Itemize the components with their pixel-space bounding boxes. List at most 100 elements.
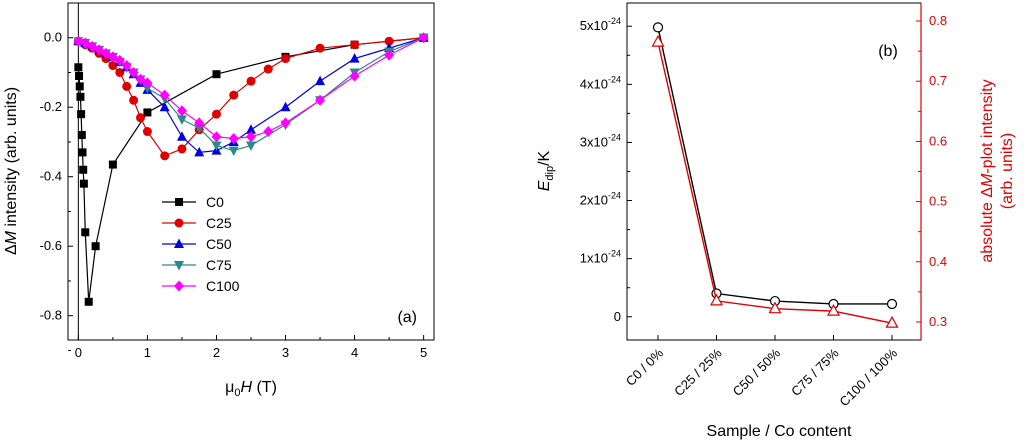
panel-a-xtick-label: 4 bbox=[351, 345, 358, 360]
panel-b-xlabel: Sample / Co content bbox=[707, 423, 853, 440]
data-point bbox=[652, 22, 664, 33]
data-point bbox=[74, 63, 83, 72]
data-point bbox=[211, 109, 221, 119]
data-point bbox=[246, 124, 256, 134]
panel-a-legend: C0 C25 C50 C75 C100 bbox=[162, 194, 240, 294]
panel-a-xtick-label: 0 bbox=[75, 345, 82, 360]
panel-b-ylabel-right: absolute ΔM-plot intensity bbox=[979, 79, 996, 262]
data-point bbox=[129, 95, 139, 105]
data-point bbox=[81, 228, 90, 237]
legend-marker bbox=[174, 238, 184, 248]
panel-a-xtick-label: 2 bbox=[213, 345, 220, 360]
data-point bbox=[176, 105, 187, 117]
data-point bbox=[108, 61, 118, 71]
data-point bbox=[135, 73, 146, 85]
data-point bbox=[79, 165, 88, 174]
panel-a-label: (a) bbox=[397, 309, 417, 326]
data-point bbox=[159, 89, 170, 101]
data-point bbox=[108, 160, 117, 169]
data-point bbox=[100, 47, 111, 59]
data-point bbox=[886, 298, 898, 310]
data-point bbox=[246, 141, 256, 151]
data-point bbox=[128, 66, 139, 78]
legend-label: C50 bbox=[206, 236, 232, 252]
legend-marker bbox=[175, 198, 183, 206]
panel-b-xtick-label: C100 / 100% bbox=[836, 345, 900, 409]
panel-a-ylabel: ΔM intensity (arb. units) bbox=[3, 87, 20, 255]
panel-b-ylabel-right-line2: (arb. units) bbox=[999, 133, 1016, 209]
panel-b-ytick-label-right: 0.7 bbox=[929, 73, 947, 88]
panel-b-xtick-label: C0 / 0% bbox=[623, 345, 667, 389]
data-point bbox=[350, 40, 360, 50]
data-point bbox=[280, 117, 291, 129]
data-point bbox=[281, 54, 291, 64]
data-point bbox=[115, 67, 125, 77]
panel-a-ytick-label: -0.8 bbox=[40, 308, 62, 323]
data-point bbox=[143, 108, 152, 117]
data-point bbox=[75, 71, 84, 80]
data-point bbox=[263, 126, 274, 138]
panel-b-series-right bbox=[651, 34, 899, 328]
data-point bbox=[142, 84, 153, 94]
panel-b-series-left bbox=[652, 22, 898, 310]
panel-a-xtick-label: 3 bbox=[282, 345, 289, 360]
data-point bbox=[142, 127, 152, 137]
panel-b-ytick-label-right: 0.4 bbox=[929, 254, 947, 269]
data-point bbox=[228, 132, 239, 144]
data-point bbox=[211, 141, 222, 151]
panel-b-ytick-label-left: 3x10-24 bbox=[580, 132, 621, 149]
data-point bbox=[418, 32, 429, 44]
data-point bbox=[229, 90, 239, 100]
panel-b-ytick-label-left: 5x10-24 bbox=[580, 16, 621, 33]
data-point bbox=[87, 40, 98, 52]
data-point bbox=[94, 44, 105, 56]
legend-marker bbox=[174, 218, 184, 228]
data-point bbox=[77, 110, 86, 119]
data-point bbox=[768, 301, 782, 314]
data-point bbox=[349, 70, 360, 82]
data-point bbox=[142, 77, 153, 89]
data-point bbox=[76, 92, 85, 101]
data-point bbox=[77, 131, 86, 140]
data-point bbox=[315, 75, 326, 86]
panel-a-xtick-label: 1 bbox=[144, 345, 151, 360]
panel-b-ylabel-left: Edip/K bbox=[536, 150, 556, 191]
panel-b-frame bbox=[626, 2, 922, 341]
data-point bbox=[194, 124, 205, 134]
panel-b: C0 / 0% C25 / 25% C50 / 50% C75 / 75%C100 /… bbox=[536, 2, 1016, 440]
panel-b-ytick-label-right: 0.6 bbox=[929, 133, 947, 148]
panel-a-xlabel: μ0H (T) bbox=[225, 379, 277, 399]
series-line bbox=[657, 41, 893, 324]
data-point bbox=[212, 70, 221, 79]
data-point bbox=[84, 297, 93, 306]
data-point bbox=[159, 101, 170, 112]
data-point bbox=[263, 64, 273, 74]
data-point bbox=[107, 51, 118, 63]
data-point bbox=[177, 144, 187, 154]
data-point bbox=[136, 113, 146, 123]
data-point bbox=[176, 115, 187, 125]
data-point bbox=[114, 54, 125, 66]
data-point bbox=[122, 81, 132, 91]
panel-a-ytick-label: -0.6 bbox=[40, 238, 62, 253]
data-point bbox=[315, 94, 326, 106]
panel-b-ytick-label-right: 0.8 bbox=[929, 13, 947, 28]
data-point bbox=[651, 34, 665, 47]
data-point bbox=[826, 303, 841, 316]
data-point bbox=[121, 60, 132, 72]
data-point bbox=[246, 131, 256, 143]
panel-a-xtick-label: 5 bbox=[420, 345, 427, 360]
data-point bbox=[709, 293, 724, 306]
data-point bbox=[91, 242, 100, 251]
legend-marker bbox=[174, 261, 184, 271]
panel-a: 0 1 2 3 4 5 0.0 -0.2 -0.4 -0.6 -0.8 (a) μ0H (T) ΔM… bbox=[3, 2, 435, 399]
panel-b-xtick-label: C75 / 75% bbox=[788, 345, 842, 399]
data-point bbox=[73, 35, 84, 47]
panel-b-ytick-label-left: 1x10-24 bbox=[580, 249, 621, 266]
panel-b-ytick-label-left: 4x10-24 bbox=[580, 74, 621, 91]
data-point bbox=[211, 131, 222, 143]
series-line bbox=[657, 27, 892, 305]
panel-b-xtick-label: C50 / 50% bbox=[730, 345, 784, 399]
data-point bbox=[280, 101, 291, 112]
data-point bbox=[384, 36, 394, 46]
